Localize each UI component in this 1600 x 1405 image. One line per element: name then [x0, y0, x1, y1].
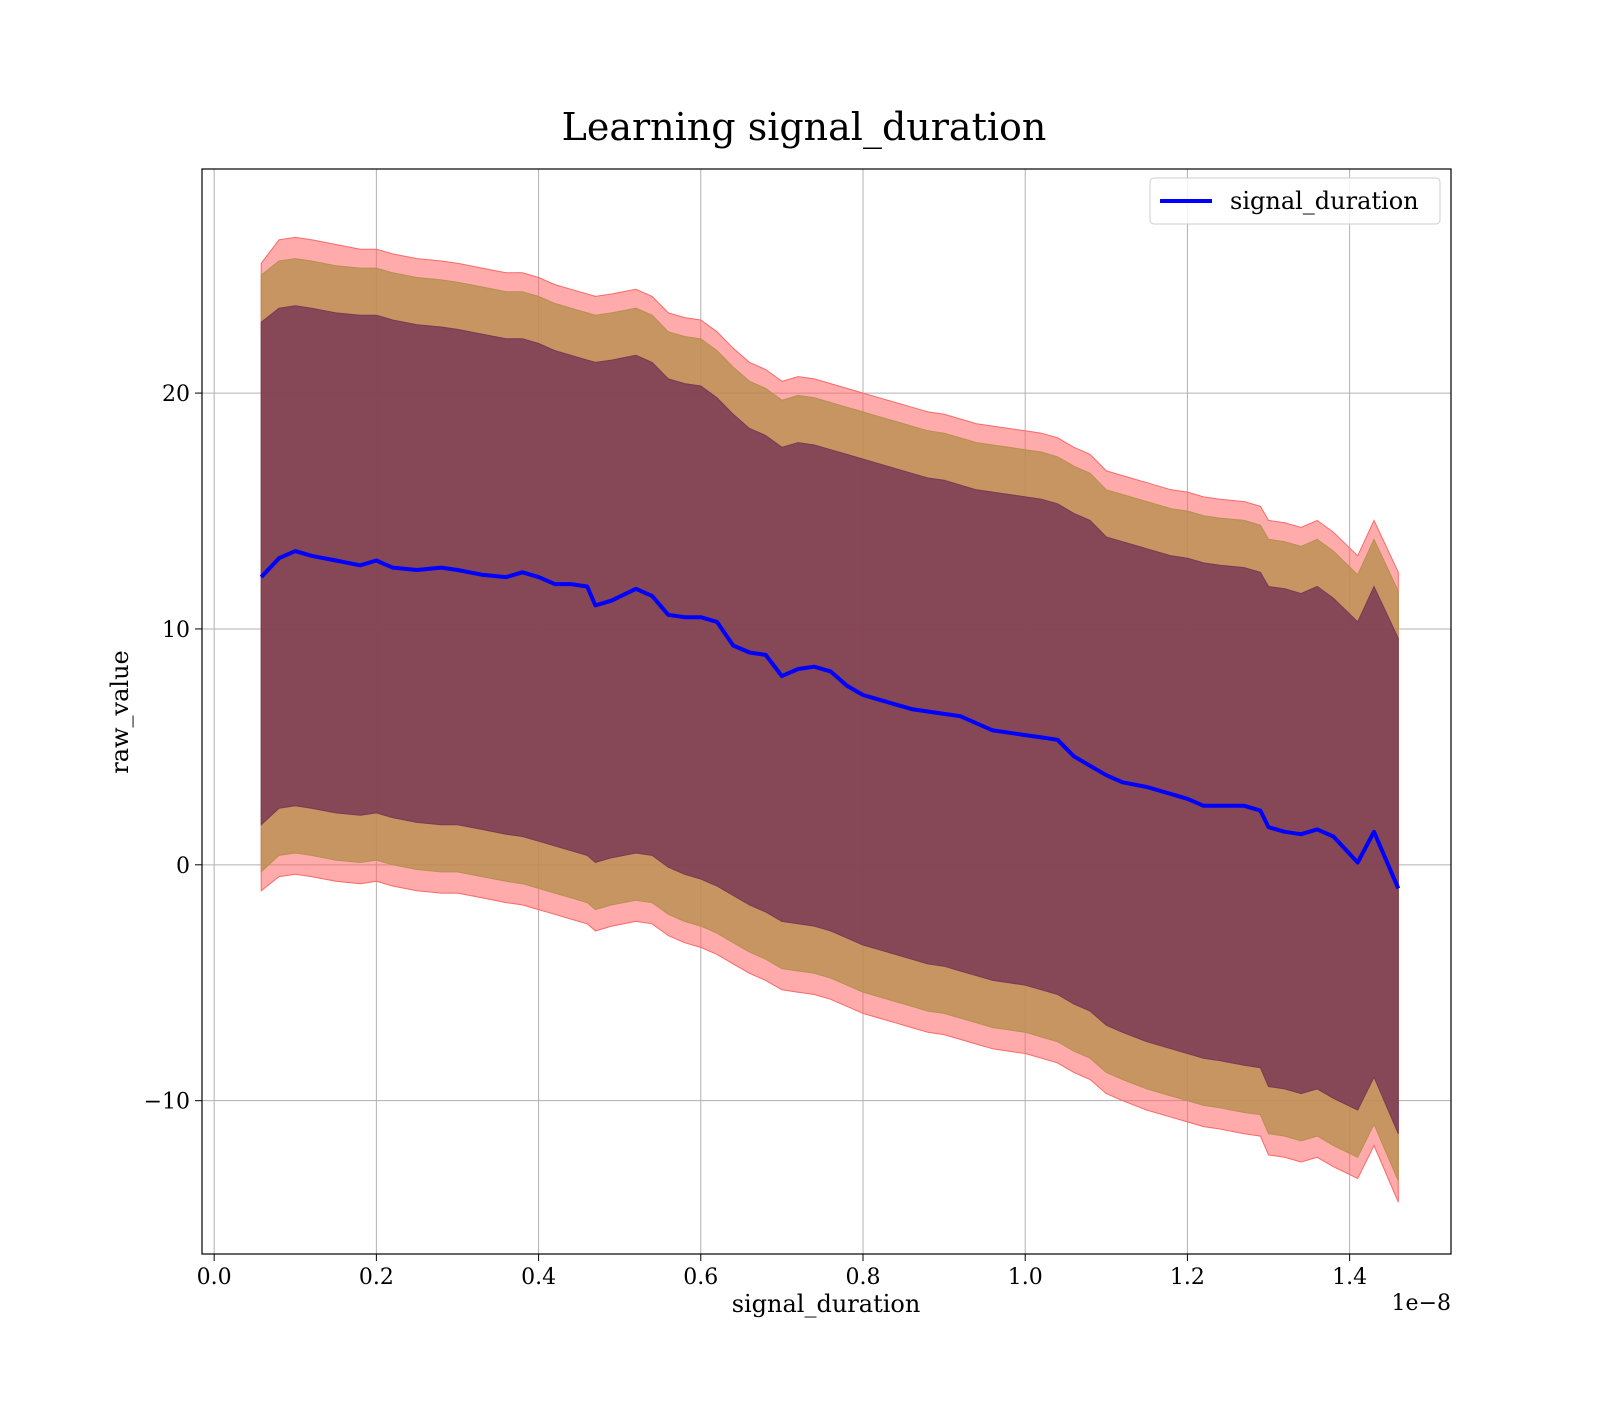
y-tick-label: 10 [162, 618, 190, 643]
chart-title: Learning signal_duration [562, 105, 1047, 150]
legend: signal_duration [1149, 177, 1441, 225]
x-tick-label: 1.4 [1332, 1265, 1367, 1290]
y-tick-label: 0 [176, 854, 190, 879]
x-tick-label: 0.6 [683, 1265, 718, 1290]
x-tick-label: 1.2 [1170, 1265, 1205, 1290]
x-axis-offset-label: 1e−8 [1392, 1291, 1451, 1316]
plot-area-frame [201, 168, 1452, 1255]
x-tick-label: 0.2 [359, 1265, 394, 1290]
confidence-bands [260, 236, 1399, 1203]
series-lines [259, 549, 1401, 890]
x-axis-label: signal_duration [732, 1290, 921, 1318]
legend-entry-signal-duration: signal_duration [1230, 187, 1419, 215]
x-tick-label: 0.8 [845, 1265, 880, 1290]
x-tick-label: 0.0 [197, 1265, 232, 1290]
band-inner [260, 305, 1399, 1134]
axis-ticks: 0.0 0.2 0.4 0.6 0.8 1.0 1.2 1.4 20 10 0 −10 [144, 382, 1368, 1290]
y-tick-label: −10 [144, 1090, 190, 1115]
series-line-signal-duration [259, 549, 1401, 890]
x-tick-label: 1.0 [1008, 1265, 1043, 1290]
x-tick-label: 0.4 [521, 1265, 556, 1290]
y-axis-label: raw_value [106, 650, 134, 774]
legend-box [1149, 177, 1441, 225]
y-tick-label: 20 [162, 382, 190, 407]
